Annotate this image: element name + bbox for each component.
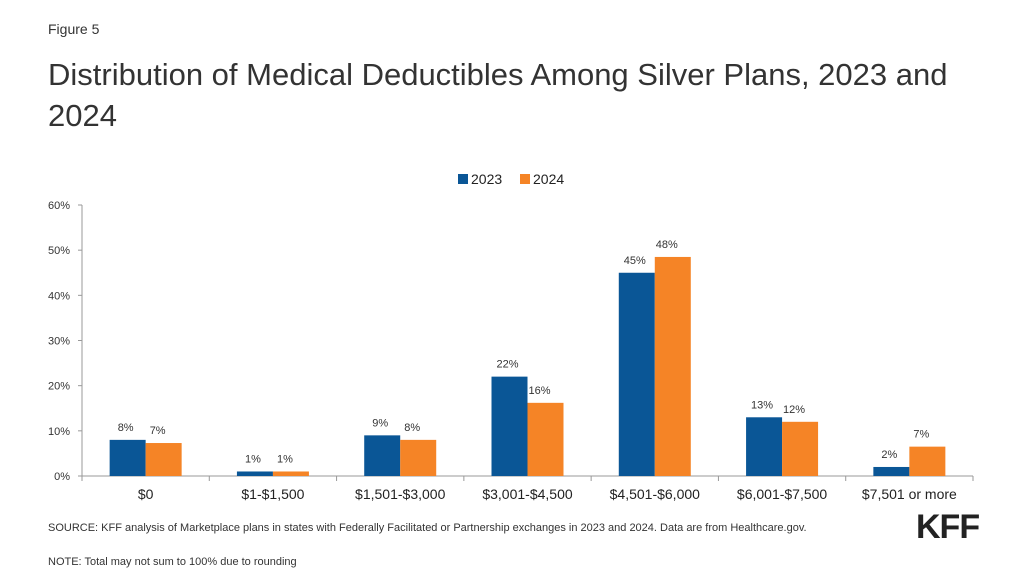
bar-2023: [109, 439, 146, 476]
kff-logo: KFF: [916, 508, 980, 546]
x-tick-label: $6,001-$7,500: [737, 486, 828, 502]
data-label: 2%: [881, 449, 897, 461]
data-label: 7%: [913, 429, 929, 441]
chart-title: Distribution of Medical Deductibles Amon…: [48, 57, 948, 133]
x-tick-label: $4,501-$6,000: [610, 486, 701, 502]
x-tick-label: $7,501 or more: [862, 486, 957, 502]
bar-2023: [873, 466, 910, 476]
y-tick-label: 20%: [48, 381, 70, 393]
legend-label: 2023: [471, 171, 502, 187]
bar-2024: [272, 471, 309, 476]
bar-2024: [400, 439, 437, 476]
data-label: 8%: [118, 422, 134, 434]
bar-2024: [654, 256, 691, 476]
data-label: 12%: [783, 404, 805, 416]
x-tick-label: $1-$1,500: [241, 486, 304, 502]
rounding-note: NOTE: Total may not sum to 100% due to r…: [48, 556, 297, 568]
y-tick-label: 60%: [48, 200, 70, 212]
data-label: 16%: [528, 385, 550, 397]
data-label: 1%: [277, 453, 293, 465]
x-tick-label: $3,001-$4,500: [482, 486, 573, 502]
data-label: 22%: [496, 359, 518, 371]
bar-2024: [527, 402, 564, 476]
x-tick-label: $1,501-$3,000: [355, 486, 446, 502]
legend-label: 2024: [533, 171, 564, 187]
data-label: 8%: [404, 422, 420, 434]
data-label: 13%: [751, 399, 773, 411]
bar-2023: [236, 471, 273, 476]
bar-2023: [746, 417, 783, 476]
data-label: 9%: [372, 417, 388, 429]
legend-swatch-2023: [458, 174, 468, 184]
figure-label: Figure 5: [48, 21, 100, 37]
data-label: 48%: [656, 239, 678, 251]
data-label: 45%: [624, 255, 646, 267]
y-tick-label: 0%: [54, 471, 70, 483]
bar-2024: [909, 446, 946, 476]
data-label: 7%: [150, 425, 166, 437]
bar-2023: [618, 272, 655, 476]
bar-2023: [364, 435, 401, 476]
legend-swatch-2024: [520, 174, 530, 184]
source-note: SOURCE: KFF analysis of Marketplace plan…: [48, 522, 807, 534]
bar-2024: [145, 443, 182, 476]
bar-2024: [782, 421, 819, 476]
bar-2023: [491, 376, 528, 476]
y-tick-label: 10%: [48, 426, 70, 438]
y-tick-label: 40%: [48, 290, 70, 302]
y-tick-label: 50%: [48, 245, 70, 257]
data-label: 1%: [245, 453, 261, 465]
x-tick-label: $0: [138, 486, 154, 502]
y-tick-label: 30%: [48, 336, 70, 348]
